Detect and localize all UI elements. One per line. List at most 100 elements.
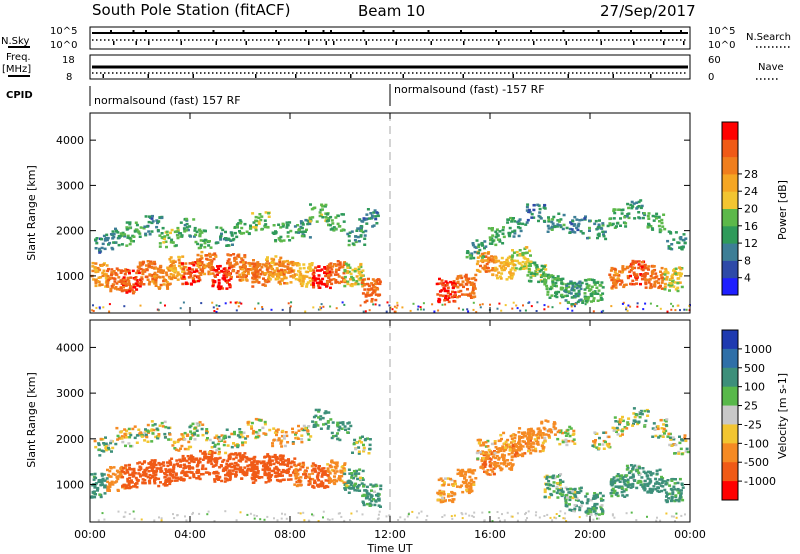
heatmap-cell bbox=[190, 268, 194, 271]
heatmap-cell bbox=[560, 293, 564, 297]
heatmap-cell bbox=[195, 270, 199, 273]
heatmap-cell bbox=[334, 467, 338, 470]
heatmap-cell bbox=[347, 239, 351, 243]
heatmap-cell bbox=[576, 294, 580, 298]
heatmap-cell bbox=[551, 283, 555, 286]
nave-marker bbox=[462, 74, 464, 78]
heatmap-cell bbox=[168, 470, 172, 474]
heatmap-cell bbox=[276, 471, 279, 474]
heatmap-cell bbox=[158, 234, 162, 237]
heatmap-cell bbox=[491, 470, 495, 473]
heatmap-cell bbox=[658, 468, 662, 472]
heatmap-cell bbox=[506, 438, 510, 442]
heatmap-cell bbox=[263, 273, 267, 276]
heatmap-cell bbox=[308, 280, 312, 283]
heatmap-cell bbox=[120, 243, 124, 246]
heatmap-cell bbox=[370, 287, 374, 291]
heatmap-cell bbox=[257, 220, 261, 223]
heatmap-cell bbox=[311, 472, 315, 475]
heatmap-cell bbox=[440, 279, 444, 282]
nsearch-tick-high: 10^5 bbox=[708, 26, 735, 37]
nave-marker bbox=[295, 74, 297, 78]
heatmap-cell bbox=[286, 464, 290, 467]
heatmap-cell bbox=[240, 226, 244, 230]
heatmap-cell bbox=[224, 279, 228, 282]
heatmap-cell bbox=[648, 470, 652, 474]
heatmap-cell bbox=[236, 254, 240, 257]
heatmap-cell bbox=[321, 483, 325, 486]
heatmap-cell bbox=[109, 233, 113, 236]
heatmap-cell bbox=[324, 485, 327, 489]
heatmap-cell bbox=[442, 484, 446, 487]
heatmap-cell bbox=[157, 477, 161, 481]
nsky-marker bbox=[132, 30, 135, 33]
heatmap-cell bbox=[385, 310, 388, 313]
heatmap-cell bbox=[232, 253, 236, 256]
heatmap-cell bbox=[213, 269, 217, 272]
heatmap-cell bbox=[600, 504, 604, 507]
heatmap-cell bbox=[346, 422, 350, 425]
heatmap-cell bbox=[274, 262, 278, 265]
heatmap-cell bbox=[229, 301, 232, 304]
heatmap-cell bbox=[510, 277, 514, 280]
heatmap-cell bbox=[258, 268, 262, 272]
heatmap-cell bbox=[571, 219, 575, 223]
heatmap-cell bbox=[147, 262, 151, 266]
heatmap-cell bbox=[651, 472, 655, 475]
heatmap-cell bbox=[674, 288, 678, 291]
heatmap-cell bbox=[518, 262, 522, 265]
heatmap-cell bbox=[510, 437, 514, 440]
heatmap-cell bbox=[235, 261, 239, 264]
heatmap-cell bbox=[127, 269, 131, 272]
heatmap-cell bbox=[194, 233, 198, 237]
heatmap-cell bbox=[374, 217, 378, 221]
heatmap-cell bbox=[200, 302, 203, 305]
heatmap-cell bbox=[176, 236, 180, 240]
heatmap-cell bbox=[180, 274, 184, 277]
heatmap-cell bbox=[317, 471, 321, 475]
heatmap-cell bbox=[598, 283, 602, 287]
heatmap-cell bbox=[634, 260, 637, 264]
heatmap-cell bbox=[361, 435, 364, 438]
heatmap-cell bbox=[491, 456, 495, 459]
heatmap-cell bbox=[106, 468, 109, 472]
heatmap-cell bbox=[163, 436, 167, 439]
heatmap-cell bbox=[180, 277, 184, 280]
heatmap-cell bbox=[128, 272, 131, 275]
heatmap-cell bbox=[102, 234, 106, 238]
freq-tick-low: 8 bbox=[66, 72, 72, 83]
heatmap-cell bbox=[104, 448, 108, 452]
heatmap-cell bbox=[548, 296, 552, 299]
heatmap-cell bbox=[347, 243, 351, 247]
heatmap-cell bbox=[109, 441, 113, 445]
heatmap-cell bbox=[539, 217, 543, 220]
heatmap-cell bbox=[325, 213, 329, 216]
heatmap-cell bbox=[224, 230, 227, 234]
heatmap-cell bbox=[169, 231, 172, 235]
heatmap-cell bbox=[512, 447, 516, 450]
heatmap-cell bbox=[601, 286, 605, 289]
heatmap-cell bbox=[444, 303, 447, 306]
heatmap-cell bbox=[486, 469, 490, 472]
heatmap-cell bbox=[285, 434, 289, 438]
heatmap-cell bbox=[496, 234, 500, 237]
heatmap-cell bbox=[155, 273, 159, 277]
heatmap-cell bbox=[566, 488, 570, 491]
heatmap-cell bbox=[359, 304, 362, 307]
heatmap-cell bbox=[346, 431, 350, 434]
heatmap-cell bbox=[669, 487, 673, 491]
heatmap-cell bbox=[184, 282, 188, 286]
heatmap-cell bbox=[126, 477, 130, 481]
heatmap-cell bbox=[624, 484, 628, 487]
heatmap-cell bbox=[189, 282, 193, 285]
heatmap-cell bbox=[362, 448, 366, 451]
heatmap-cell bbox=[610, 278, 614, 282]
heatmap-cell bbox=[532, 442, 536, 445]
heatmap-cell bbox=[253, 465, 257, 468]
heatmap-cell bbox=[629, 269, 633, 272]
heatmap-cell bbox=[97, 479, 101, 482]
heatmap-cell bbox=[346, 270, 349, 273]
heatmap-cell bbox=[551, 222, 555, 225]
heatmap-cell bbox=[453, 282, 457, 285]
heatmap-cell bbox=[361, 500, 365, 503]
